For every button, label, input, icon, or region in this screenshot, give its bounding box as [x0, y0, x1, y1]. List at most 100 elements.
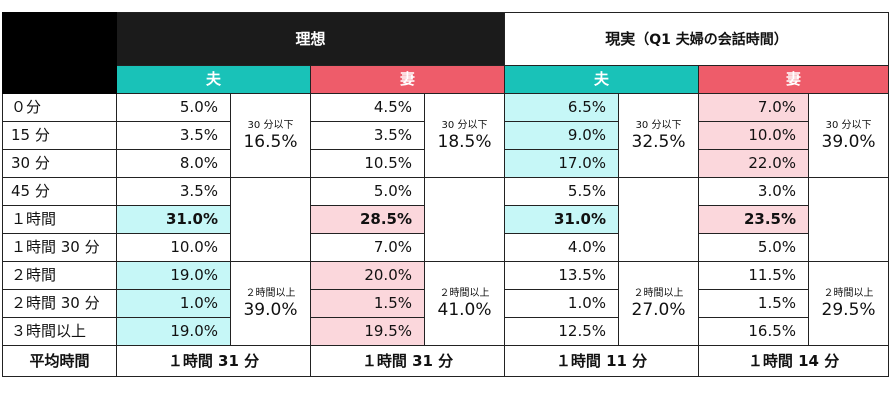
average-row: 平均時間 １時間 31 分 １時間 31 分 １時間 11 分 １時間 14 分	[2, 345, 890, 377]
ideal-wife-value: 10.5%	[310, 149, 425, 178]
real-wife-value: 7.0%	[698, 93, 810, 122]
real-title: 現実	[605, 29, 636, 48]
group-value: 18.5%	[437, 131, 492, 152]
ideal-wife-value: 5.0%	[310, 177, 425, 206]
real-wife-mid-group	[808, 177, 890, 262]
table-row: ２時間 30 分 1.0% 1.5% 1.0% 1.5%	[2, 289, 889, 318]
real-husband-over2h-group: ２時間以上 27.0%	[618, 261, 700, 346]
real-husband-value: 1.0%	[504, 289, 620, 318]
row-label: 45 分	[2, 177, 117, 206]
group-label: ２時間以上	[823, 287, 874, 299]
table-row: 15 分 3.5% 3.5% 9.0% 10.0%	[2, 121, 889, 150]
group-value: 39.0%	[821, 131, 876, 152]
ideal-wife-value: 4.5%	[310, 93, 425, 122]
ideal-wife-value: 20.0%	[310, 261, 425, 290]
real-husband-value: 6.5%	[504, 93, 620, 122]
ideal-husband-under30-group: 30 分以下 16.5%	[230, 93, 311, 178]
real-husband-average: １時間 11 分	[504, 345, 700, 377]
corner-cell	[2, 12, 117, 94]
ideal-husband-mid-group	[230, 177, 311, 262]
header-row: 理想 現実（Q1 夫婦の会話時間）	[2, 12, 890, 94]
real-header: 現実（Q1 夫婦の会話時間）	[504, 12, 890, 66]
ideal-wife-over2h-group: ２時間以上 41.0%	[423, 261, 506, 346]
real-husband-header: 夫	[504, 65, 700, 94]
real-husband-mid-group	[618, 177, 700, 262]
real-wife-value: 16.5%	[698, 317, 810, 346]
ideal-husband-value: 19.0%	[116, 317, 231, 346]
ideal-wife-average: １時間 31 分	[309, 345, 506, 377]
group-value: 39.0%	[243, 299, 298, 320]
real-wife-value: 1.5%	[698, 289, 810, 318]
ideal-wife-value: 3.5%	[310, 121, 425, 150]
ideal-wife-mid-group	[423, 177, 506, 262]
ideal-husband-value: 3.5%	[116, 121, 231, 150]
table-row: １時間 31.0% 28.5% 31.0% 23.5%	[2, 205, 889, 234]
real-wife-average: １時間 14 分	[698, 345, 890, 377]
ideal-husband-over2h-group: ２時間以上 39.0%	[230, 261, 311, 346]
group-label: ２時間以上	[633, 287, 684, 299]
real-wife-value: 3.0%	[698, 177, 810, 206]
group-value: 29.5%	[821, 299, 876, 320]
ideal-wife-value: 28.5%	[310, 205, 425, 234]
group-label: 30 分以下	[247, 119, 294, 131]
ideal-header: 理想	[115, 12, 506, 66]
real-wife-value: 22.0%	[698, 149, 810, 178]
real-subtitle: （Q1 夫婦の会話時間）	[635, 31, 788, 48]
real-husband-value: 4.0%	[504, 233, 620, 262]
ideal-husband-value: 5.0%	[116, 93, 231, 122]
subheader-row: 夫 妻 夫 妻	[3, 65, 890, 94]
table-row: １時間 30 分 10.0% 7.0% 4.0% 5.0%	[2, 233, 889, 262]
ideal-husband-value: 31.0%	[116, 205, 231, 234]
group-value: 27.0%	[631, 299, 686, 320]
row-label: 15 分	[2, 121, 117, 150]
average-label: 平均時間	[2, 345, 117, 377]
real-husband-value: 5.5%	[504, 177, 620, 206]
conversation-time-table: 理想 現実（Q1 夫婦の会話時間） 夫 妻 夫 妻 ０分 5.0% 30 分以下…	[2, 12, 890, 377]
row-label: １時間 30 分	[2, 233, 117, 262]
table-row: 30 分 8.0% 10.5% 17.0% 22.0%	[2, 149, 889, 178]
ideal-husband-header: 夫	[116, 65, 311, 94]
table-row: ２時間 19.0% ２時間以上 39.0% 20.0% ２時間以上 41.0% 13…	[2, 261, 890, 346]
ideal-wife-under30-group: 30 分以下 18.5%	[423, 93, 506, 178]
real-wife-value: 23.5%	[698, 205, 810, 234]
ideal-husband-value: 10.0%	[116, 233, 231, 262]
real-wife-under30-group: 30 分以下 39.0%	[808, 93, 890, 178]
real-wife-value: 10.0%	[698, 121, 810, 150]
ideal-title: 理想	[295, 29, 326, 48]
ideal-husband-average: １時間 31 分	[116, 345, 311, 377]
row-label: ２時間	[2, 261, 117, 290]
table-row: ０分 5.0% 30 分以下 16.5% 4.5% 30 分以下 18.5% 6.5…	[2, 93, 890, 178]
real-wife-over2h-group: ２時間以上 29.5%	[808, 261, 890, 346]
real-husband-value: 12.5%	[504, 317, 620, 346]
ideal-husband-value: 19.0%	[116, 261, 231, 290]
row-label: ０分	[2, 93, 117, 122]
real-wife-value: 5.0%	[698, 233, 810, 262]
row-label: 30 分	[2, 149, 117, 178]
real-husband-value: 31.0%	[504, 205, 620, 234]
real-wife-header: 妻	[698, 65, 890, 94]
group-label: ２時間以上	[439, 287, 490, 299]
group-label: 30 分以下	[825, 119, 872, 131]
ideal-wife-value: 19.5%	[310, 317, 425, 346]
row-label: １時間	[2, 205, 117, 234]
real-husband-value: 17.0%	[504, 149, 620, 178]
ideal-wife-value: 7.0%	[310, 233, 425, 262]
real-husband-value: 13.5%	[504, 261, 620, 290]
real-husband-under30-group: 30 分以下 32.5%	[618, 93, 700, 178]
real-wife-value: 11.5%	[698, 261, 810, 290]
group-value: 32.5%	[631, 131, 686, 152]
ideal-wife-value: 1.5%	[310, 289, 425, 318]
real-husband-value: 9.0%	[504, 121, 620, 150]
ideal-husband-value: 8.0%	[116, 149, 231, 178]
ideal-husband-value: 3.5%	[116, 177, 231, 206]
group-value: 41.0%	[437, 299, 492, 320]
row-label: ３時間以上	[2, 317, 117, 346]
group-value: 16.5%	[243, 131, 298, 152]
table-row: 45 分 3.5% 5.0% 5.5% 3.0%	[2, 177, 890, 262]
ideal-husband-value: 1.0%	[116, 289, 231, 318]
row-label: ２時間 30 分	[2, 289, 117, 318]
group-label: 30 分以下	[441, 119, 488, 131]
ideal-wife-header: 妻	[309, 65, 506, 94]
group-label: 30 分以下	[635, 119, 682, 131]
group-label: ２時間以上	[245, 287, 296, 299]
